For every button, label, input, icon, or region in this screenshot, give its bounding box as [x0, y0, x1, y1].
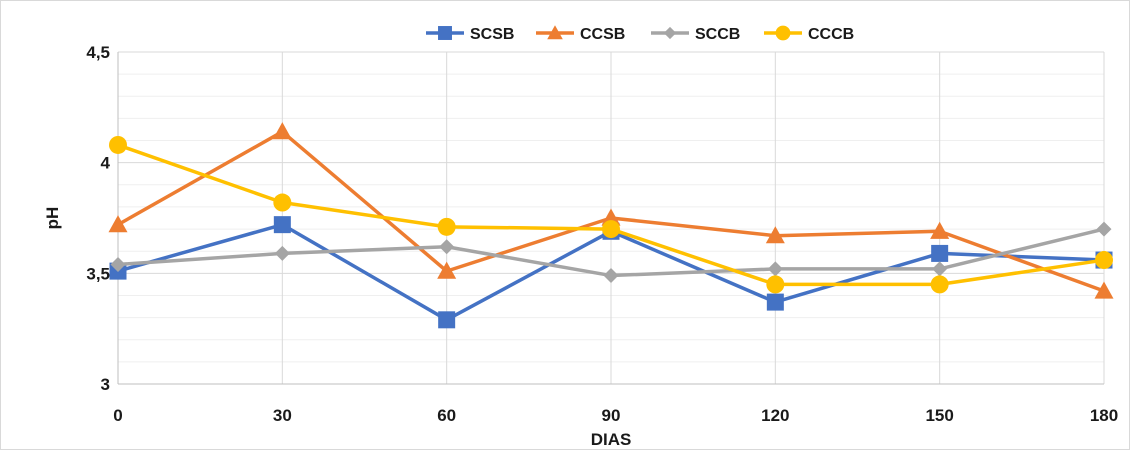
legend-item-scsb: SCSB: [426, 26, 514, 43]
x-axis-title: DIAS: [591, 430, 632, 449]
data-point-diamond: [663, 26, 677, 40]
legend: SCSB CCSB SCCB CCCB: [426, 25, 854, 43]
series-ccsb: [108, 122, 1114, 299]
legend-label: SCCB: [695, 26, 740, 43]
data-point-diamond: [439, 239, 455, 255]
data-point-circle: [766, 275, 785, 294]
data-point-triangle: [1094, 281, 1114, 299]
x-tick-label: 60: [437, 406, 456, 425]
legend-label: CCSB: [580, 26, 625, 43]
data-point-circle: [273, 193, 292, 212]
legend-item-sccb: SCCB: [651, 26, 740, 43]
data-point-triangle: [601, 208, 621, 226]
legend-item-ccsb: CCSB: [536, 25, 625, 43]
series-sccb: [110, 221, 1112, 284]
data-point-triangle: [765, 226, 785, 244]
data-point-diamond: [932, 261, 948, 277]
data-point-circle: [1095, 251, 1113, 270]
data-point-circle: [775, 25, 791, 41]
data-point-square: [438, 26, 452, 40]
data-point-diamond: [274, 245, 290, 261]
series-cccb: [109, 135, 1113, 294]
x-tick-label: 30: [273, 406, 292, 425]
data-point-square: [438, 311, 456, 329]
data-point-diamond: [603, 268, 619, 284]
data-point-triangle: [930, 221, 950, 239]
y-tick-label: 3: [101, 375, 110, 394]
x-tick-label: 120: [761, 406, 789, 425]
x-tick-label: 0: [113, 406, 122, 425]
data-point-triangle: [108, 215, 128, 233]
data-point-triangle: [437, 261, 457, 279]
data-point-square: [931, 244, 949, 262]
y-tick-label: 3,5: [86, 264, 110, 283]
x-tick-label: 180: [1090, 406, 1118, 425]
data-point-triangle: [547, 25, 563, 40]
series-group: [108, 122, 1114, 329]
legend-item-cccb: CCCB: [764, 25, 854, 43]
x-tick-label: 90: [602, 406, 621, 425]
y-tick-label: 4: [101, 154, 111, 173]
tick-labels: 3 3,5 4 4,5 0 30 60 90 120 150 180: [86, 43, 1118, 425]
y-axis-title: pH: [43, 207, 62, 230]
data-point-circle: [602, 220, 620, 239]
data-point-diamond: [767, 261, 783, 277]
legend-label: SCSB: [470, 26, 514, 43]
data-point-diamond: [1096, 221, 1112, 237]
data-point-circle: [437, 217, 456, 236]
data-point-square: [766, 293, 784, 311]
data-point-circle: [109, 135, 127, 154]
x-tick-label: 150: [925, 406, 953, 425]
data-point-diamond: [110, 256, 126, 272]
y-tick-label: 4,5: [86, 43, 110, 62]
data-point-square: [273, 216, 291, 234]
legend-label: CCCB: [808, 26, 854, 43]
data-point-circle: [930, 275, 949, 294]
data-point-triangle: [272, 122, 292, 140]
